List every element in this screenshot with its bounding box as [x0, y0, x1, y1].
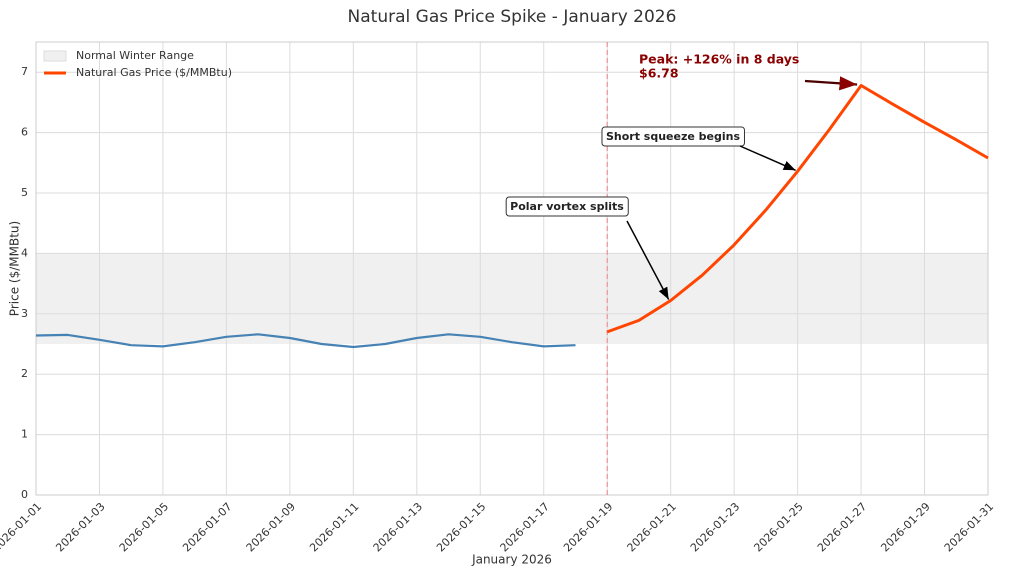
y-tick-label: 1	[21, 428, 28, 441]
x-tick-label: 2026-01-27	[815, 500, 869, 554]
x-tick-label: 2026-01-23	[688, 500, 742, 554]
x-tick-label: 2026-01-19	[561, 500, 615, 554]
annotation-arrow	[626, 220, 670, 300]
price-line	[35, 333, 576, 349]
legend-swatch	[43, 50, 67, 62]
annotation-box	[601, 126, 745, 147]
annotation-text: Short squeeze begins	[606, 130, 740, 143]
x-tick-label: 2026-01-29	[878, 500, 932, 554]
x-tick-label: 2026-01-07	[180, 500, 234, 554]
annotation: Short squeeze begins	[601, 126, 745, 147]
x-tick-label: 2026-01-15	[434, 500, 488, 554]
y-tick-label: 2	[21, 367, 28, 380]
normal-range-band	[36, 253, 988, 344]
x-tick-label: 2026-01-11	[307, 500, 361, 554]
x-tick-label: 2026-01-31	[942, 500, 996, 554]
legend-label: Natural Gas Price ($/MMBtu)	[76, 66, 232, 79]
y-axis-label: Price ($/MMBtu)	[8, 221, 22, 316]
price-line	[606, 84, 989, 334]
x-tick-label: 2026-01-21	[625, 500, 679, 554]
annotation-box	[505, 196, 629, 217]
annotation-text: $6.78	[639, 66, 679, 81]
annotation-text: Peak: +126% in 8 days	[639, 52, 799, 67]
plot-frame	[35, 41, 989, 496]
legend-label: Normal Winter Range	[76, 49, 194, 62]
x-tick-label: 2026-01-03	[53, 500, 107, 554]
y-tick-label: 7	[21, 65, 28, 78]
chart-title: Natural Gas Price Spike - January 2026	[348, 7, 677, 27]
y-tick-label: 3	[21, 307, 28, 320]
annotation: Peak: +126% in 8 days$6.78	[639, 52, 799, 81]
annotation-arrow	[804, 76, 858, 91]
y-tick-label: 5	[21, 186, 28, 199]
x-tick-label: 2026-01-17	[498, 500, 552, 554]
annotation: Polar vortex splits	[505, 196, 629, 217]
y-tick-label: 0	[21, 488, 28, 501]
y-tick-label: 4	[21, 246, 28, 259]
x-tick-label: 2026-01-13	[371, 500, 425, 554]
x-axis-label: January 2026	[471, 553, 552, 567]
annotation-arrow	[739, 145, 796, 171]
x-tick-label: 2026-01-05	[117, 500, 171, 554]
annotation-text: Polar vortex splits	[510, 200, 624, 213]
x-tick-label: 2026-01-25	[751, 500, 805, 554]
x-tick-label: 2026-01-01	[0, 500, 44, 554]
y-tick-label: 6	[21, 126, 28, 139]
x-tick-label: 2026-01-09	[244, 500, 298, 554]
